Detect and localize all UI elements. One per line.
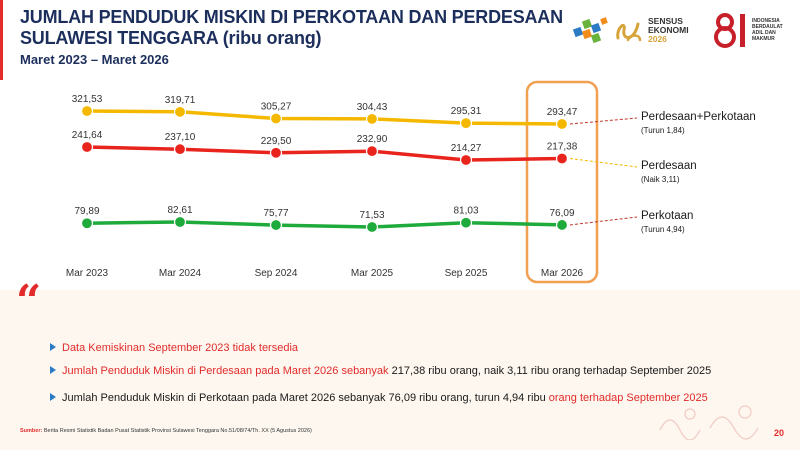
data-point (80, 217, 94, 230)
data-label: 237,10 (165, 132, 196, 143)
source-citation: Sumber: Berita Resmi Statistik Badan Pus… (20, 428, 312, 434)
data-point (365, 145, 379, 158)
data-point (459, 153, 473, 167)
note-bullet-1: Data Kemiskinan September 2023 tidak ter… (50, 341, 298, 355)
bullet-arrow-icon (50, 343, 56, 351)
indonesia-81-logo-icon (714, 13, 745, 48)
series-line-2 (86, 145, 563, 162)
period-subtitle: Maret 2023 – Maret 2026 (20, 52, 169, 67)
legend-connector (569, 117, 638, 125)
legend-entry-3: Perkotaan (641, 210, 693, 222)
page-title: JUMLAH PENDUDUK MISKIN DI PERKOTAAN DAN … (20, 7, 563, 49)
data-label: 76,09 (549, 208, 574, 219)
decorative-pattern-icon (659, 405, 759, 440)
data-point (80, 140, 94, 154)
notes-panel (0, 290, 800, 450)
data-point (80, 104, 94, 118)
legend-note-1: (Turun 1,84) (641, 126, 685, 135)
title-line-1: JUMLAH PENDUDUK MISKIN DI PERKOTAAN DAN … (20, 7, 563, 27)
data-point (269, 146, 283, 159)
x-tick-label: Mar 2026 (541, 268, 584, 279)
data-point (459, 117, 473, 130)
bps-logo-icon (572, 17, 608, 44)
data-label: 295,31 (451, 106, 482, 117)
bullet-arrow-icon (50, 366, 56, 374)
data-point (173, 143, 187, 156)
sensus-ekonomi-mark-icon (616, 22, 642, 42)
data-label: 71,53 (359, 210, 384, 221)
data-point (173, 105, 187, 118)
highlight-box (525, 80, 599, 284)
quote-icon: “ (16, 276, 42, 327)
page-number: 20 (773, 428, 784, 438)
data-point (555, 218, 569, 232)
note-bullet-2: Jumlah Penduduk Miskin di Perdesaan pada… (50, 364, 711, 378)
data-label: 217,38 (547, 142, 578, 153)
data-point (173, 215, 187, 229)
data-point (365, 220, 379, 234)
x-tick-label: Sep 2024 (255, 268, 298, 279)
legend-entry-1: Perdesaan+Perkotaan (641, 111, 756, 123)
data-label: 319,71 (165, 95, 196, 106)
legend-connector (569, 158, 638, 168)
data-label: 214,27 (451, 143, 482, 154)
poverty-line-chart: 321,53 319,71 305,27 304,43 295,31 293,47 241,… (66, 80, 756, 284)
data-point (459, 216, 473, 229)
legend-note-2: (Naik 3,11) (641, 175, 680, 184)
data-label: 79,89 (74, 206, 99, 217)
legend-entry-2: Perdesaan (641, 160, 697, 172)
x-tick-label: Sep 2025 (445, 268, 488, 279)
x-tick-label: Mar 2023 (66, 268, 109, 279)
series-line-3 (86, 220, 563, 229)
x-tick-label: Mar 2024 (159, 268, 202, 279)
accent-bar (0, 0, 3, 80)
data-label: 82,61 (167, 205, 192, 216)
x-tick-label: Mar 2025 (351, 268, 394, 279)
data-point (269, 218, 283, 232)
data-label: 81,03 (453, 206, 478, 217)
data-point (269, 112, 283, 125)
data-label: 75,77 (263, 208, 288, 219)
data-label: 293,47 (547, 107, 578, 118)
data-label: 232,90 (357, 134, 388, 145)
sensus-ekonomi-text: SENSUS EKONOMI 2026 (648, 16, 689, 44)
data-point (555, 117, 569, 131)
data-point (365, 112, 379, 126)
data-label: 229,50 (261, 136, 292, 147)
data-label: 321,53 (72, 94, 103, 105)
title-line-2: SULAWESI TENGGARA (ribu orang) (20, 28, 322, 48)
bullet-arrow-icon (50, 393, 56, 401)
data-point (555, 152, 569, 165)
data-label: 241,64 (72, 130, 103, 141)
legend-connector (569, 216, 638, 226)
legend-note-3: (Turun 4,94) (641, 225, 685, 234)
note-bullet-3: Jumlah Penduduk Miskin di Perkotaan pada… (50, 391, 708, 405)
series-line-1 (86, 109, 563, 126)
indonesia-slogan: INDONESIA BERDAULAT ADIL DAN MAKMUR (752, 18, 783, 42)
logo-group: SENSUS EKONOMI 2026 INDONESIA BERDAULAT … (572, 8, 792, 52)
data-label: 305,27 (261, 102, 292, 113)
data-label: 304,43 (357, 102, 388, 113)
